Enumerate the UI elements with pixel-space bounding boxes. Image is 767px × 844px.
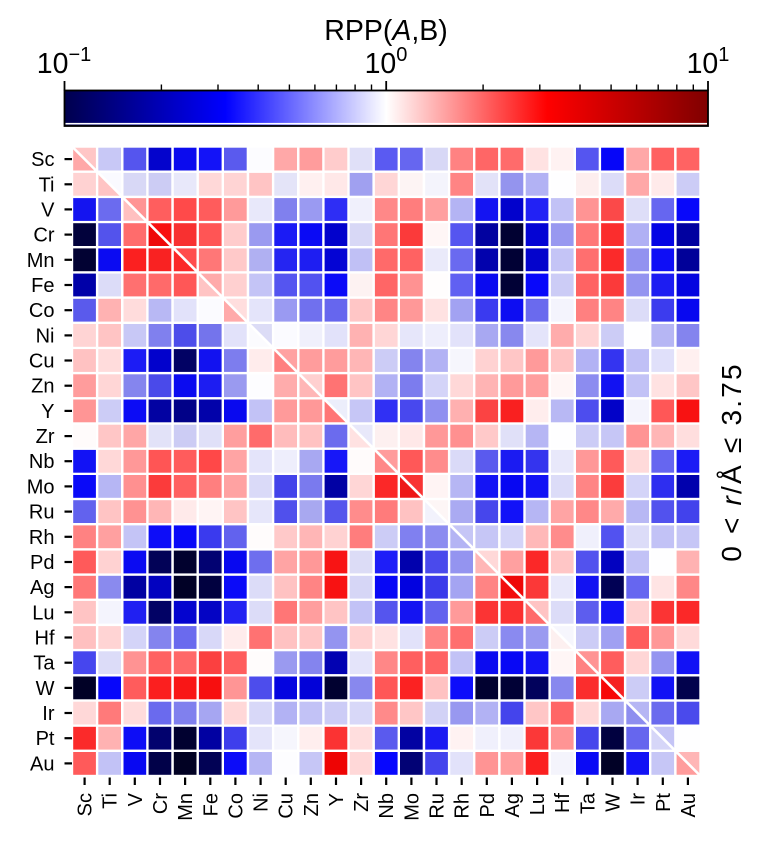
svg-text:Cu: Cu: [29, 351, 55, 373]
svg-text:V: V: [41, 199, 55, 221]
svg-text:Mn: Mn: [27, 250, 55, 272]
svg-text:Cr: Cr: [150, 793, 172, 814]
svg-text:Ti: Ti: [39, 174, 55, 196]
svg-text:Ag: Ag: [502, 793, 524, 817]
svg-text:Co: Co: [29, 300, 55, 322]
svg-text:Mo: Mo: [27, 476, 55, 498]
svg-text:Au: Au: [678, 793, 700, 817]
svg-text:Ti: Ti: [100, 793, 122, 809]
svg-text:RPP(A,B): RPP(A,B): [324, 15, 448, 47]
svg-text:Lu: Lu: [32, 602, 54, 624]
svg-text:Pt: Pt: [36, 728, 55, 750]
svg-text:Nb: Nb: [29, 451, 55, 473]
svg-text:Pt: Pt: [653, 793, 675, 812]
svg-text:Ru: Ru: [29, 502, 55, 524]
svg-text:W: W: [36, 678, 55, 700]
svg-text:Zn: Zn: [31, 376, 54, 398]
svg-text:Y: Y: [326, 793, 348, 806]
svg-text:Fe: Fe: [31, 275, 54, 297]
svg-text:Hf: Hf: [552, 793, 574, 813]
svg-text:Zn: Zn: [301, 793, 323, 816]
svg-text:Sc: Sc: [75, 793, 97, 816]
svg-text:Zr: Zr: [36, 426, 55, 448]
svg-text:Ag: Ag: [30, 577, 54, 599]
svg-text:Pd: Pd: [477, 793, 499, 817]
svg-text:Ni: Ni: [36, 325, 55, 347]
svg-text:Ta: Ta: [33, 653, 55, 675]
svg-text:Rh: Rh: [29, 527, 55, 549]
svg-text:Ta: Ta: [577, 792, 599, 814]
svg-text:Mo: Mo: [401, 793, 423, 821]
svg-text:W: W: [603, 793, 625, 812]
svg-text:0 < r/Å ≤ 3.75: 0 < r/Å ≤ 3.75: [716, 362, 747, 562]
svg-text:Sc: Sc: [31, 149, 54, 171]
svg-text:Co: Co: [225, 793, 247, 819]
svg-text:Pd: Pd: [30, 552, 54, 574]
svg-text:Zr: Zr: [351, 793, 373, 812]
svg-text:Au: Au: [30, 753, 54, 775]
svg-text:Cr: Cr: [33, 225, 54, 247]
svg-text:Ir: Ir: [42, 703, 55, 725]
svg-text:Ir: Ir: [628, 793, 650, 806]
svg-text:Rh: Rh: [452, 793, 474, 819]
svg-text:Hf: Hf: [35, 628, 55, 650]
svg-text:V: V: [125, 792, 147, 806]
svg-text:Ni: Ni: [251, 793, 273, 812]
svg-text:Cu: Cu: [276, 793, 298, 819]
svg-text:Lu: Lu: [527, 793, 549, 815]
svg-text:Mn: Mn: [175, 793, 197, 821]
svg-text:Y: Y: [41, 401, 54, 423]
svg-text:Fe: Fe: [200, 793, 222, 816]
svg-text:Nb: Nb: [376, 793, 398, 819]
svg-text:Ru: Ru: [427, 793, 449, 819]
